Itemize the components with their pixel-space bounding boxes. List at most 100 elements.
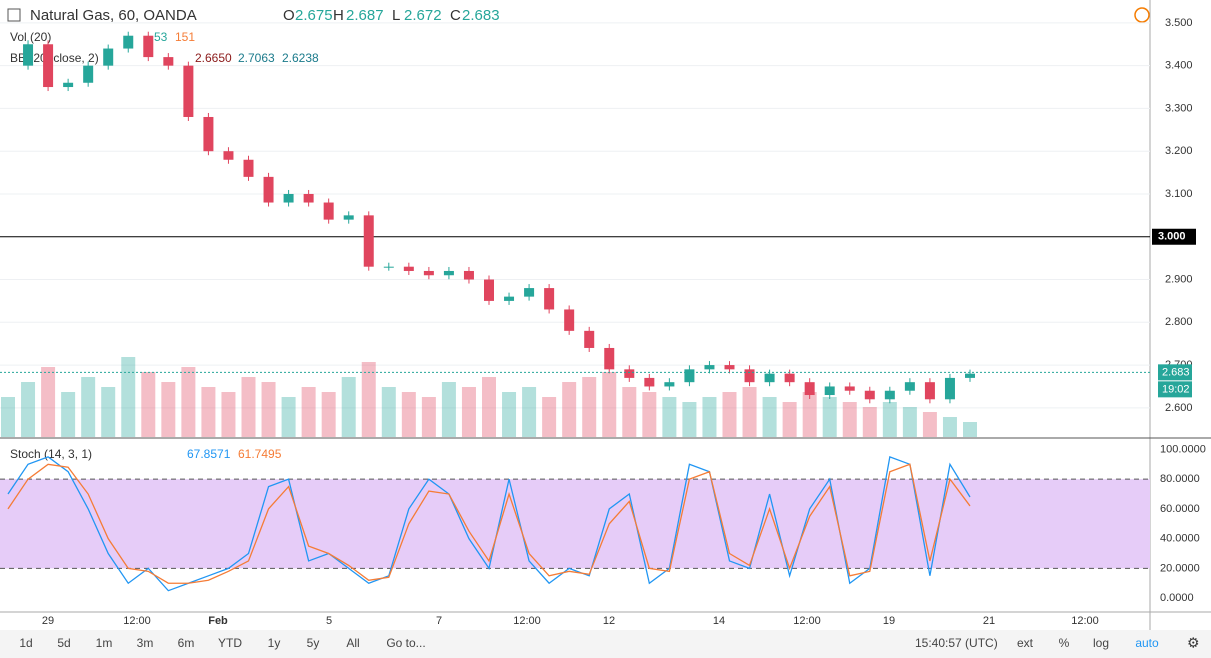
candle [223,151,234,160]
candle [664,382,675,387]
candle [844,386,855,391]
candle [43,44,54,88]
candle [183,65,194,117]
volume-bar [161,382,176,437]
candle [484,279,494,301]
candle [203,116,214,152]
toolbar-button[interactable]: 1d [19,636,32,650]
candle [383,266,394,268]
time-label: 12:00 [513,615,541,627]
volume-bar [141,372,156,437]
countdown-bg [1158,381,1192,398]
volume-bar [622,387,637,437]
bb-lower: 2.6238 [282,51,319,65]
hline-label: 3.000 [1158,231,1186,243]
time-label: 12:00 [123,615,151,627]
candle [303,193,314,203]
candle [103,48,114,66]
settings-icon[interactable]: ⚙ [1187,635,1200,651]
candle [263,176,274,203]
countdown-label: 19:02 [1162,383,1190,395]
volume-bar [942,417,957,437]
time-label: 12 [603,615,615,627]
ohlc-l: 2.672 [404,7,442,24]
stoch-k: 67.8571 [187,447,231,461]
price-tick-label: 2.800 [1165,316,1193,328]
volume-bar [522,387,537,437]
volume-bar [61,392,76,437]
right-tool[interactable]: auto [1135,636,1159,650]
toolbar-button[interactable]: 5y [307,636,320,650]
candle [524,288,535,297]
volume-bar [742,387,757,437]
toolbar-button[interactable]: Go to... [386,636,425,650]
stoch-line [7,455,971,592]
price-tick-label: 3.400 [1165,60,1193,72]
stoch-tick-label: 100.0000 [1160,443,1206,455]
volume-bar [642,392,657,437]
toolbar-button[interactable]: 1m [96,636,113,650]
price-tick-label: 3.100 [1165,188,1193,200]
candle [423,270,434,276]
volume-bar [542,397,557,437]
volume-bar [361,362,376,437]
candle [904,382,915,391]
menu-icon[interactable] [7,8,21,22]
candle [724,365,735,370]
ohlc-h_label: H [333,7,344,24]
volume-bar [762,397,777,437]
vol-ma-value: 151 [175,30,195,44]
volume-bar [842,402,857,437]
candle [343,215,354,220]
toolbar-button[interactable]: 5d [57,636,70,650]
clock: 15:40:57 (UTC) [915,636,998,650]
toolbar-button[interactable]: All [346,636,359,650]
volume-bar [882,402,897,437]
candle [704,365,715,370]
volume-bar [682,402,697,437]
ohlc-l_label: L [392,7,400,24]
price-tick-label: 3.500 [1165,17,1193,29]
volume-bar [281,397,296,437]
alert-icon[interactable] [1134,7,1150,23]
bb-mid: 2.6650 [195,51,232,65]
candle [544,288,555,310]
candle [504,296,515,301]
candle [744,369,755,383]
toolbar-button[interactable]: 3m [137,636,154,650]
volume-bar [822,397,837,437]
candle [824,386,835,396]
toolbar-button[interactable]: YTD [218,636,242,650]
volume-bar [261,382,276,437]
ohlc-h: 2.687 [346,7,384,24]
candle [644,377,655,387]
right-tool[interactable]: ext [1017,636,1034,650]
candle [123,35,134,49]
volume-bar [201,387,216,437]
volume-bar [381,387,396,437]
right-tool[interactable]: log [1093,636,1109,650]
volume-bar [602,372,617,437]
volume-bar [21,382,36,437]
price-tick-label: 2.600 [1165,402,1193,414]
toolbar-button[interactable]: 1y [268,636,281,650]
time-label: 5 [326,615,332,627]
candle [624,369,635,378]
toolbar-button[interactable]: 6m [178,636,195,650]
candle [965,373,975,378]
volume-bar [562,382,577,437]
symbol-title: Natural Gas, 60, OANDA [30,7,197,24]
time-label: 7 [436,615,442,627]
candle [764,373,775,383]
candle [443,270,454,276]
volume-bar [341,377,356,437]
candle [584,330,595,348]
volume-bar [181,367,196,437]
volume-bar [221,392,236,437]
time-label: Feb [208,615,228,627]
volume-bar [862,407,877,437]
last-price-label: 2.683 [1162,366,1190,378]
right-tool[interactable]: % [1059,636,1070,650]
price-tick-label: 2.900 [1165,273,1193,285]
